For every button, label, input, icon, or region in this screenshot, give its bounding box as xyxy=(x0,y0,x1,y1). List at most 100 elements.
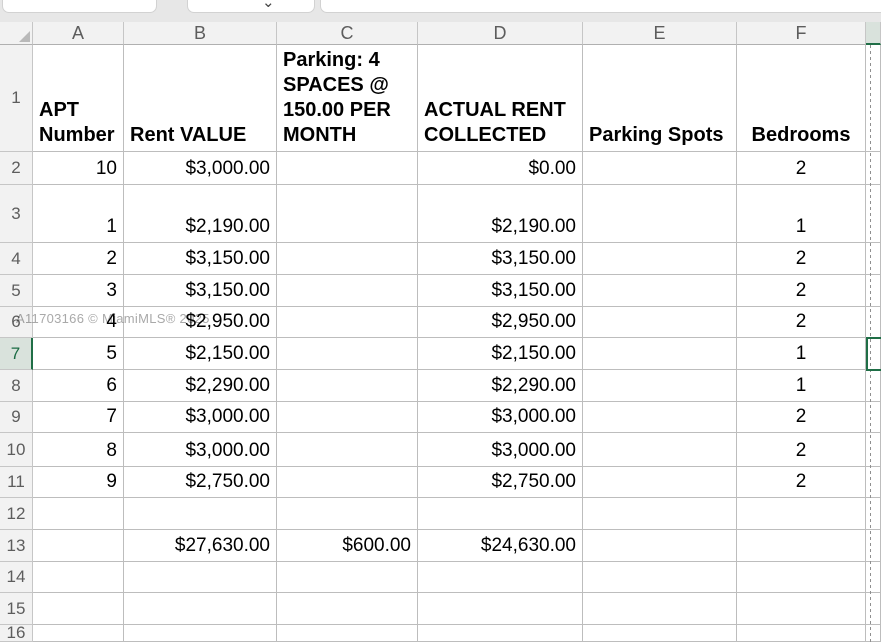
cell-C1[interactable]: Parking: 4 SPACES @ 150.00 PER MONTH xyxy=(277,45,418,152)
cell-B10[interactable]: $3,000.00 xyxy=(124,433,277,467)
row-header-10[interactable]: 10 xyxy=(0,433,33,467)
cell-G15[interactable] xyxy=(866,593,881,625)
cell-D11[interactable]: $2,750.00 xyxy=(418,467,583,498)
row-header-12[interactable]: 12 xyxy=(0,498,33,530)
cell-D8[interactable]: $2,290.00 xyxy=(418,370,583,402)
row-header-16[interactable]: 16 xyxy=(0,623,33,642)
cell-E5[interactable] xyxy=(583,275,737,307)
row-header-11[interactable]: 11 xyxy=(0,467,33,498)
cell-A14[interactable] xyxy=(33,562,124,593)
cell-A4[interactable]: 2 xyxy=(33,243,124,275)
cell-F12[interactable] xyxy=(737,498,866,530)
cell-D14[interactable] xyxy=(418,562,583,593)
cell-F13[interactable] xyxy=(737,530,866,562)
cell-F1[interactable]: Bedrooms xyxy=(737,45,866,152)
row-header-14[interactable]: 14 xyxy=(0,562,33,593)
cell-B4[interactable]: $3,150.00 xyxy=(124,243,277,275)
cell-C13[interactable]: $600.00 xyxy=(277,530,418,562)
cell-A10[interactable]: 8 xyxy=(33,433,124,467)
cell-F8[interactable]: 1 xyxy=(737,370,866,402)
cell-B11[interactable]: $2,750.00 xyxy=(124,467,277,498)
column-header-G-partial[interactable] xyxy=(866,22,881,45)
cell-B16[interactable] xyxy=(124,625,277,642)
cell-C8[interactable] xyxy=(277,370,418,402)
cell-A2[interactable]: 10 xyxy=(33,152,124,185)
cell-E7[interactable] xyxy=(583,338,737,370)
cell-E2[interactable] xyxy=(583,152,737,185)
row-header-5[interactable]: 5 xyxy=(0,275,33,307)
cell-G4[interactable] xyxy=(866,243,881,275)
cell-F3[interactable]: 1 xyxy=(737,185,866,243)
cell-G10[interactable] xyxy=(866,433,881,467)
row-header-3[interactable]: 3 xyxy=(0,185,33,243)
cell-B5[interactable]: $3,150.00 xyxy=(124,275,277,307)
cell-D6[interactable]: $2,950.00 xyxy=(418,307,583,338)
cell-A7[interactable]: 5 xyxy=(33,338,124,370)
cell-F11[interactable]: 2 xyxy=(737,467,866,498)
cell-F5[interactable]: 2 xyxy=(737,275,866,307)
cell-E4[interactable] xyxy=(583,243,737,275)
cell-G5[interactable] xyxy=(866,275,881,307)
row-header-2[interactable]: 2 xyxy=(0,152,33,185)
active-cell-selection-border[interactable] xyxy=(866,337,881,371)
cell-F16[interactable] xyxy=(737,625,866,642)
cell-D10[interactable]: $3,000.00 xyxy=(418,433,583,467)
cell-D16[interactable] xyxy=(418,625,583,642)
cell-G8[interactable] xyxy=(866,370,881,402)
cell-C3[interactable] xyxy=(277,185,418,243)
cell-C6[interactable] xyxy=(277,307,418,338)
cell-F2[interactable]: 2 xyxy=(737,152,866,185)
column-header-C[interactable]: C xyxy=(277,22,418,45)
cell-A12[interactable] xyxy=(33,498,124,530)
cell-D15[interactable] xyxy=(418,593,583,625)
column-header-E[interactable]: E xyxy=(583,22,737,45)
cell-F10[interactable]: 2 xyxy=(737,433,866,467)
cell-D12[interactable] xyxy=(418,498,583,530)
column-header-D[interactable]: D xyxy=(418,22,583,45)
cell-E1[interactable]: Parking Spots xyxy=(583,45,737,152)
cell-B15[interactable] xyxy=(124,593,277,625)
cell-C2[interactable] xyxy=(277,152,418,185)
cell-E3[interactable] xyxy=(583,185,737,243)
cell-A15[interactable] xyxy=(33,593,124,625)
cell-G12[interactable] xyxy=(866,498,881,530)
cell-A6[interactable]: 4 xyxy=(33,307,124,338)
select-all-corner[interactable] xyxy=(0,22,33,45)
cell-G16[interactable] xyxy=(866,625,881,642)
chevron-down-icon[interactable]: ⌄ xyxy=(262,0,275,11)
cell-B1[interactable]: Rent VALUE xyxy=(124,45,277,152)
cell-E8[interactable] xyxy=(583,370,737,402)
cell-A5[interactable]: 3 xyxy=(33,275,124,307)
cell-C16[interactable] xyxy=(277,625,418,642)
cell-E9[interactable] xyxy=(583,402,737,433)
cell-F14[interactable] xyxy=(737,562,866,593)
cell-G2[interactable] xyxy=(866,152,881,185)
cell-G1[interactable] xyxy=(866,45,881,152)
row-header-6[interactable]: 6 xyxy=(0,307,33,338)
cell-B8[interactable]: $2,290.00 xyxy=(124,370,277,402)
cell-G9[interactable] xyxy=(866,402,881,433)
row-header-1[interactable]: 1 xyxy=(0,45,33,152)
cell-D4[interactable]: $3,150.00 xyxy=(418,243,583,275)
cell-C5[interactable] xyxy=(277,275,418,307)
cell-G11[interactable] xyxy=(866,467,881,498)
cell-A11[interactable]: 9 xyxy=(33,467,124,498)
cell-C15[interactable] xyxy=(277,593,418,625)
cell-B3[interactable]: $2,190.00 xyxy=(124,185,277,243)
cell-C12[interactable] xyxy=(277,498,418,530)
cell-A16[interactable] xyxy=(33,625,124,642)
dropdown-fragment[interactable] xyxy=(187,0,315,13)
row-header-4[interactable]: 4 xyxy=(0,243,33,275)
row-header-13[interactable]: 13 xyxy=(0,530,33,562)
column-header-B[interactable]: B xyxy=(124,22,277,45)
cell-C14[interactable] xyxy=(277,562,418,593)
cell-E12[interactable] xyxy=(583,498,737,530)
row-header-8[interactable]: 8 xyxy=(0,370,33,402)
cell-C11[interactable] xyxy=(277,467,418,498)
cell-F7[interactable]: 1 xyxy=(737,338,866,370)
cell-D13[interactable]: $24,630.00 xyxy=(418,530,583,562)
row-header-15[interactable]: 15 xyxy=(0,593,33,625)
cell-C7[interactable] xyxy=(277,338,418,370)
cell-E16[interactable] xyxy=(583,625,737,642)
cell-D5[interactable]: $3,150.00 xyxy=(418,275,583,307)
